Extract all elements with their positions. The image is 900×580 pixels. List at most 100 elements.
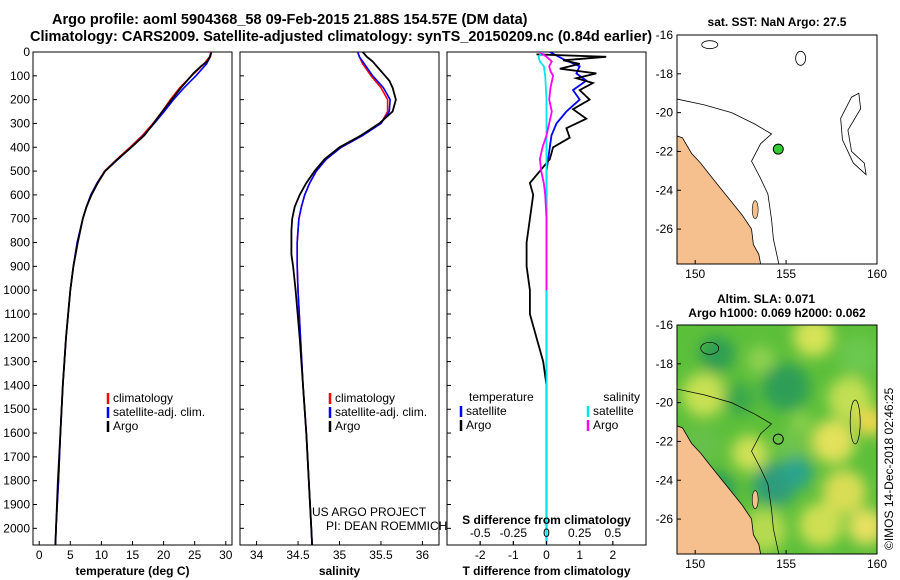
temperature-legend-label: Argo [113, 419, 139, 433]
sst-title: sat. SST: NaN Argo: 27.5 [708, 15, 847, 29]
sla-xtick-label: 160 [867, 557, 887, 571]
temperature-xtick-label: 20 [157, 548, 171, 562]
depth-tick-label: 800 [10, 236, 30, 250]
sst-xtick-label: 160 [867, 267, 887, 281]
shelf-contour [677, 388, 780, 554]
depth-tick-label: 1200 [3, 331, 30, 345]
sla-field [680, 325, 877, 553]
sla-ytick-label: -18 [656, 357, 674, 371]
sla-field-blob [827, 376, 872, 421]
depth-tick-label: 400 [10, 140, 30, 154]
pi-credit: PI: DEAN ROEMMICH [326, 519, 447, 533]
depth-tick-label: 900 [10, 259, 30, 273]
depth-tick-label: 1900 [3, 498, 30, 512]
difference-left-legend-label: satellite [466, 404, 507, 418]
argo-position-marker [772, 433, 784, 445]
depth-tick-label: 700 [10, 212, 30, 226]
depth-tick-label: 2000 [3, 521, 30, 535]
difference-s-xtick-label: -0.25 [500, 526, 528, 540]
sst-ytick-label: -20 [656, 106, 674, 120]
difference-xtick-label: 0 [543, 548, 550, 562]
project-credit: US ARGO PROJECT [312, 505, 427, 519]
sla-field-blob [848, 508, 877, 545]
series-salinity-2 [290, 52, 397, 545]
salinity-xtick-label: 35.5 [369, 548, 393, 562]
sla-map-frame [676, 324, 878, 555]
difference-s-xtick-label: 0 [543, 526, 550, 540]
sla-field-blob [793, 325, 834, 357]
reef-contour [840, 92, 867, 176]
difference-xlabel: T difference from climatology [462, 564, 630, 578]
sla-xtick-label: 150 [685, 557, 705, 571]
temperature-xtick-label: 30 [219, 548, 233, 562]
sla-field-blob [822, 469, 867, 514]
depth-tick-label: 1700 [3, 450, 30, 464]
depth-tick-label: 300 [10, 116, 30, 130]
depth-tick-label: 1600 [3, 426, 30, 440]
difference-legend-right-title: salinity [603, 390, 640, 404]
sla-field-blob [811, 419, 856, 464]
difference-xlabel2: S difference from climatology [462, 513, 631, 527]
salinity-xtick-label: 35 [333, 548, 347, 562]
difference-s-xtick-label: 0.25 [568, 526, 592, 540]
depth-tick-label: 200 [10, 93, 30, 107]
sst-ytick-label: -18 [656, 67, 674, 81]
sla-field-blob [731, 435, 768, 472]
sst-map-area [677, 35, 877, 264]
difference-xtick-label: -2 [475, 548, 486, 562]
temperature-legend-label: satellite-adj. clim. [113, 405, 205, 419]
sst-ytick-label: -16 [656, 28, 674, 42]
difference-left-legend-label: Argo [466, 418, 492, 432]
sla-field-blob [775, 429, 808, 462]
salinity-frame [239, 51, 440, 546]
temperature-xlabel: temperature (deg C) [75, 564, 189, 578]
shelf-contour [677, 98, 780, 264]
depth-tick-label: 100 [10, 69, 30, 83]
difference-legend-left-title: temperature [469, 390, 534, 404]
depth-tick-label: 600 [10, 188, 30, 202]
depth-tick-label: 500 [10, 164, 30, 178]
depth-tick-label: 1000 [3, 283, 30, 297]
sst-map-frame [676, 34, 878, 265]
depth-tick-label: 1800 [3, 474, 30, 488]
salinity-legend-label: satellite-adj. clim. [335, 405, 427, 419]
sst-ytick-label: -26 [656, 222, 674, 236]
sla-title: Altim. SLA: 0.071 [717, 292, 815, 306]
salinity-xlabel: salinity [319, 564, 361, 578]
salinity-legend-label: Argo [335, 419, 361, 433]
sla-ytick-label: -22 [656, 434, 674, 448]
figure-subtitle: Climatology: CARS2009. Satellite-adjuste… [30, 29, 653, 45]
series-difference-3 [538, 52, 555, 291]
sla-field-blob [699, 336, 735, 373]
sla-field-blob [722, 382, 755, 415]
temperature-xtick-label: 25 [188, 548, 202, 562]
figure-title: Argo profile: aoml 5904368_58 09-Feb-201… [52, 12, 528, 28]
reef-contour [849, 399, 861, 445]
salinity-xtick-label: 34.5 [286, 548, 310, 562]
difference-xtick-label: 2 [609, 548, 616, 562]
temperature-xtick-label: 10 [95, 548, 109, 562]
difference-xtick-label: -1 [508, 548, 519, 562]
island [751, 490, 759, 509]
sst-xtick-label: 155 [776, 267, 796, 281]
series-difference-1 [525, 53, 607, 545]
temperature-xtick-label: 15 [126, 548, 140, 562]
temperature-legend-label: climatology [113, 391, 173, 405]
depth-tick-label: 1100 [4, 307, 30, 321]
depth-tick-label: 0 [23, 45, 30, 59]
sla-ytick-label: -20 [656, 396, 674, 410]
sla-ytick-label: -26 [656, 512, 674, 526]
difference-right-legend-label: Argo [593, 418, 619, 432]
salinity-panel [239, 51, 440, 546]
reef-contour [701, 40, 719, 50]
sla-field-blob [790, 412, 811, 433]
sla-subtitle: Argo h1000: 0.069 h2000: 0.062 [688, 306, 866, 320]
difference-s-xtick-label: 0.5 [604, 526, 621, 540]
sla-field-blob [781, 456, 813, 489]
sla-ytick-label: -24 [656, 473, 674, 487]
sla-field-blob [838, 336, 877, 377]
sla-field-blob [746, 345, 775, 374]
depth-tick-label: 1500 [3, 402, 30, 416]
sla-ytick-label: -16 [656, 318, 674, 332]
land [677, 135, 762, 264]
